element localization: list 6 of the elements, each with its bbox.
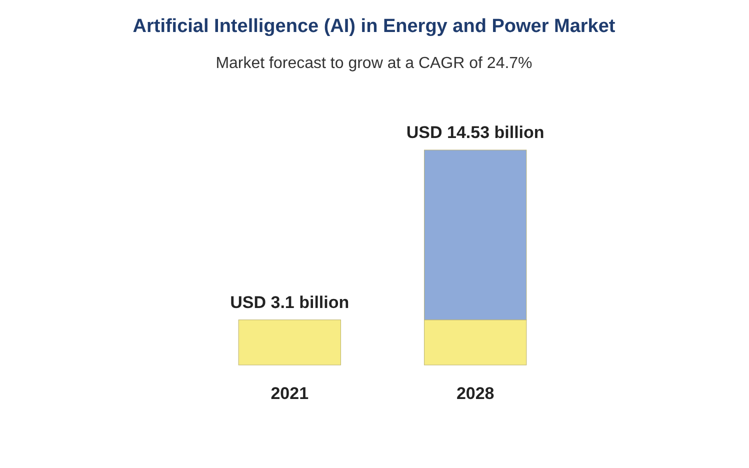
x-tick-label: 2028 xyxy=(456,384,494,403)
chart-title: Artificial Intelligence (AI) in Energy and Power Market xyxy=(132,16,616,37)
total-label: USD 14.53 billion xyxy=(406,123,544,142)
chart-subtitle: Market forecast to grow at a CAGR of 24.7% xyxy=(216,55,532,72)
x-tick-label: 2021 xyxy=(270,384,309,403)
total-label: USD 3.1 billion xyxy=(230,292,350,312)
